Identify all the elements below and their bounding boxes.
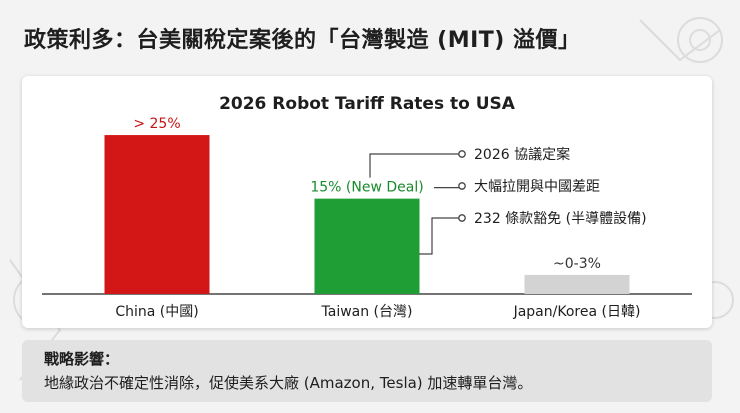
chart-card: 2026 Robot Tariff Rates to USA > 25% Chin… <box>22 76 712 328</box>
chart-title: 2026 Robot Tariff Rates to USA <box>219 94 516 114</box>
annotation-leader-1 <box>369 153 462 178</box>
annotation-leader-2 <box>434 186 463 189</box>
category-label-japan-korea: Japan/Korea (日韓) <box>513 304 641 320</box>
annotation-dot-2 <box>458 182 466 190</box>
value-label-china: > 25% <box>133 116 180 132</box>
strategy-note-box: 戰略影響： 地緣政治不確定性消除，促使美系大廠 (Amazon, Tesla) … <box>22 340 712 402</box>
value-label-japan-korea: ~0-3% <box>553 256 601 272</box>
annotation-leader-3 <box>419 217 462 255</box>
value-label-taiwan: 15% (New Deal) <box>310 180 423 196</box>
annotation-dot-1 <box>458 150 466 158</box>
category-label-taiwan: Taiwan (台灣) <box>321 304 413 320</box>
bar-taiwan <box>314 198 420 294</box>
note-title: 戰略影響： <box>44 350 120 368</box>
category-label-china: China (中國) <box>115 304 198 320</box>
tariff-bar-chart: 2026 Robot Tariff Rates to USA > 25% Chin… <box>42 94 692 320</box>
annotation-text-3: 232 條款豁免 (半導體設備) <box>474 210 647 227</box>
bar-japan-korea <box>524 274 630 294</box>
bar-china <box>104 135 210 294</box>
page-title: 政策利多：台美關稅定案後的「台灣製造 (MIT) 溢價」 <box>24 28 581 53</box>
note-body: 地緣政治不確定性消除，促使美系大廠 (Amazon, Tesla) 加速轉單台灣… <box>44 374 533 392</box>
annotation-dot-3 <box>458 214 466 222</box>
annotation-text-2: 大幅拉開與中國差距 <box>474 179 600 195</box>
annotation-text-1: 2026 協議定案 <box>474 146 570 163</box>
